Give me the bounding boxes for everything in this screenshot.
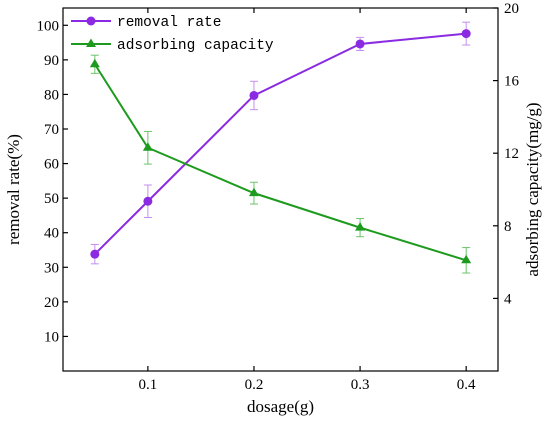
legend: removal rate adsorbing capacity	[71, 15, 274, 54]
data-series	[89, 21, 472, 274]
legend-marker-removal-rate	[86, 16, 96, 26]
y-right-tick-label: 20	[504, 1, 519, 17]
y-left-tick-label: 90	[44, 53, 59, 69]
x-tick-label: 0.4	[457, 377, 476, 393]
y-left-tick-label: 30	[44, 260, 59, 276]
data-point-adsorbing-capacity	[89, 58, 100, 68]
series-line-adsorbing-capacity	[93, 63, 467, 262]
y-left-tick-label: 10	[44, 329, 59, 345]
legend-label-adsorbing-capacity: adsorbing capacity	[117, 38, 274, 54]
data-point-removal-rate	[461, 29, 471, 39]
data-point-adsorbing-capacity	[142, 142, 153, 151]
data-point-adsorbing-capacity	[248, 187, 259, 197]
y-right-tick-label: 12	[504, 146, 519, 162]
y-axis-left-title: removal rate(%)	[4, 134, 23, 245]
y-left-tick-label: 50	[44, 191, 59, 207]
y-left-tick-label: 20	[44, 295, 59, 311]
tick-marks	[63, 7, 498, 371]
y-left-tick-label: 100	[37, 18, 60, 34]
x-tick-label: 0.1	[139, 377, 158, 393]
data-point-removal-rate	[249, 90, 259, 100]
data-point-adsorbing-capacity	[355, 222, 366, 231]
data-point-removal-rate	[90, 249, 100, 259]
y-right-tick-label: 8	[504, 219, 512, 235]
data-point-removal-rate	[355, 39, 365, 49]
y-right-tick-label: 16	[504, 74, 520, 90]
x-tick-label: 0.3	[351, 377, 370, 393]
x-axis-title: dosage(g)	[247, 397, 314, 416]
y-left-tick-label: 80	[44, 87, 59, 103]
tick-labels: 0.1 0.2 0.3 0.4 10 20 30 40 50 60 70 80 90 100 4 8 12 16 2…	[37, 1, 520, 393]
data-point-removal-rate	[143, 196, 153, 206]
y-left-tick-label: 60	[44, 157, 59, 173]
legend-label-removal-rate: removal rate	[117, 15, 221, 31]
plot-frame	[62, 7, 499, 372]
y-axis-right-title: adsorbing capacity(mg/g)	[523, 102, 542, 276]
legend-marker-adsorbing-capacity	[86, 38, 96, 47]
series-line-removal-rate	[94, 32, 467, 255]
x-tick-label: 0.2	[245, 377, 264, 393]
y-left-tick-label: 40	[44, 226, 59, 242]
y-right-tick-label: 4	[504, 291, 512, 307]
data-point-adsorbing-capacity	[461, 254, 472, 264]
y-left-tick-label: 70	[44, 122, 59, 138]
